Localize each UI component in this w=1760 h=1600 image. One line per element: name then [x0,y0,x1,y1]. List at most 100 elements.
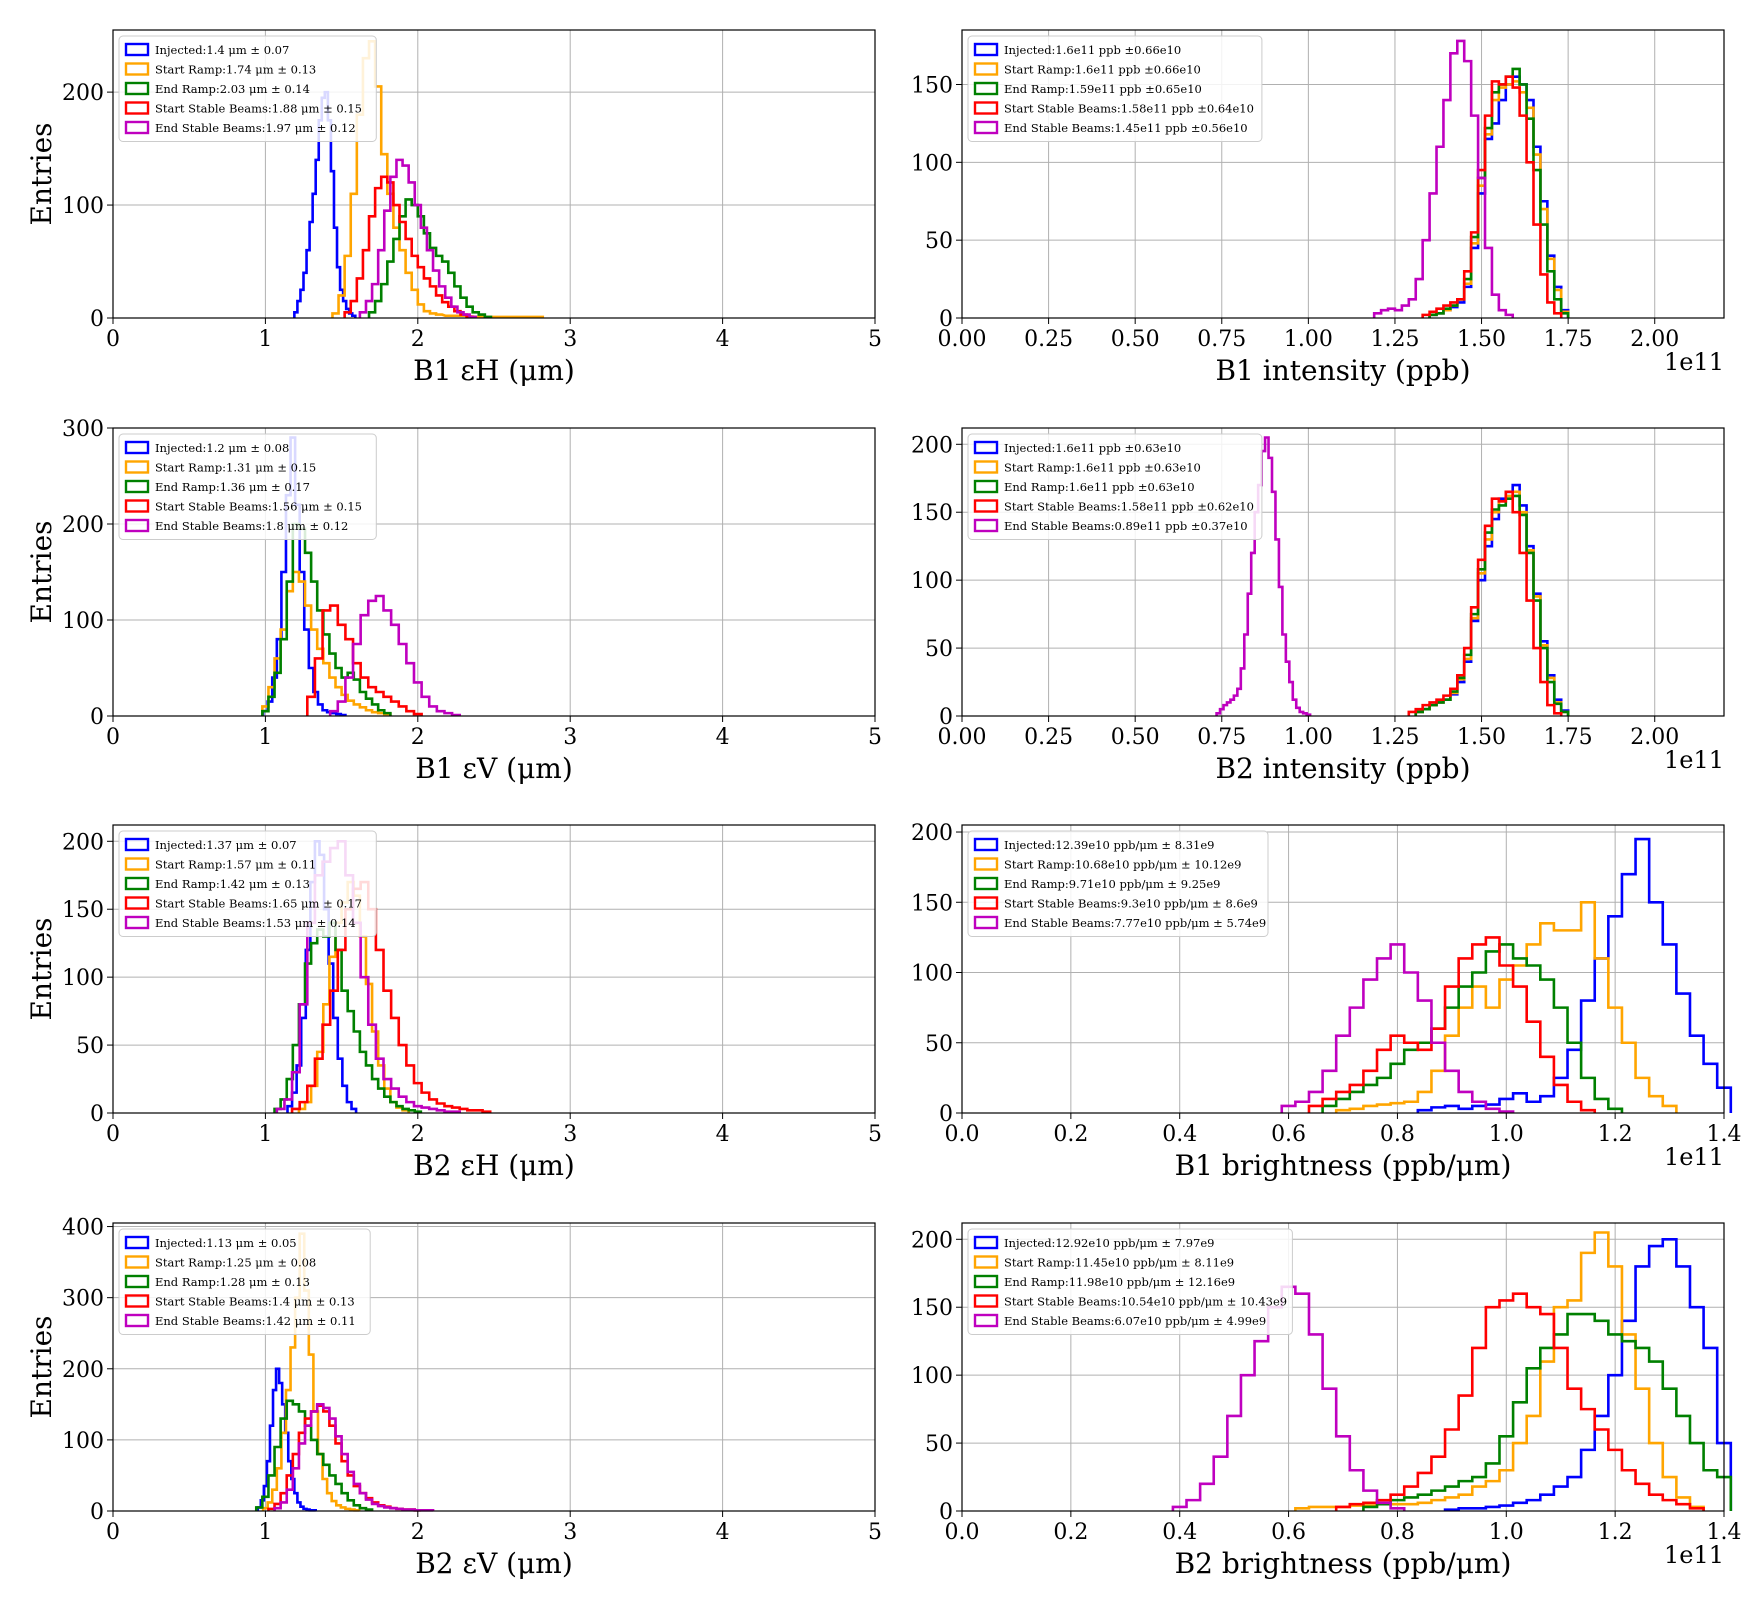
chart-3: 0 1 2 3 4 5 0 100 200 300 B1 εV (μm) Entries Injecte… [25,417,882,785]
x-tick-label: 1.00 [1284,725,1333,750]
series-4-histogram [290,880,492,1113]
series-2-histogram [261,1232,361,1512]
ticks: 0 1 2 3 4 5 0 100 200 300 400 [62,1216,882,1545]
legend-label: End Stable Beams:1.42 μm ± 0.11 [155,1314,356,1328]
chart-7: 0 1 2 3 4 5 0 100 200 300 400 B2 εV (μm) Entries Inje… [25,1216,882,1580]
y-tick-label: 200 [911,433,953,458]
y-tick-label: 150 [911,891,953,916]
y-tick-label: 100 [62,609,104,634]
chart-1: 0 1 2 3 4 5 0 100 200 B1 εH (μm) Entries Injected:1… [25,29,882,387]
x-tick-label: 1.00 [1284,327,1333,352]
x-tick-label: 1.4 [1707,1122,1742,1147]
y-tick-label: 50 [925,1032,953,1057]
axes-frame [112,824,876,1114]
series-5-histogram [1280,943,1515,1113]
legend-label: Injected:12.92e10 ppb/μm ± 7.97e9 [1004,1236,1214,1250]
legend-swatch [124,876,150,891]
x-tick-label: 0.25 [1024,725,1073,750]
x-tick-label: 1 [258,327,272,352]
series-group [1215,436,1570,716]
x-tick-label: 0.6 [1271,1122,1306,1147]
legend-box [118,1228,371,1335]
y-tick-label: 100 [911,962,953,987]
y-tick-label: 150 [911,1296,953,1321]
legend-label: End Stable Beams:0.89e11 ppb ±0.37e10 [1004,519,1248,533]
x-axis-label: B2 intensity (ppb) [1215,752,1470,785]
axes-frame [112,427,876,717]
x-tick-label: 5 [868,1122,882,1147]
y-tick-label: 0 [90,705,104,730]
x-tick-label: 1.0 [1489,1520,1524,1545]
y-axis-label: Entries [25,122,58,225]
legend-swatch [973,837,999,852]
x-tick-label: 0.50 [1111,327,1160,352]
y-tick-label: 200 [62,830,104,855]
legend-swatch [973,460,999,474]
chart-8: 0.0 0.2 0.4 0.6 0.8 1.0 1.2 1.4 0 50 100 150 200 B2 b… [911,1222,1742,1580]
series-2-histogram [1334,900,1678,1113]
legend-box [967,1228,1293,1335]
axes-frame [961,427,1725,717]
y-tick-label: 200 [62,81,104,106]
ticks: 0.0 0.2 0.4 0.6 0.8 1.0 1.2 1.4 0 50 100 150 200 [911,1228,1742,1545]
legend: Injected:1.13 μm ± 0.05 Start Ramp:1.25 μ… [118,1228,371,1335]
y-tick-label: 100 [62,194,104,219]
legend-swatch [124,440,150,455]
x-tick-label: 3 [563,1520,577,1545]
x-offset-text: 1e11 [1664,348,1724,376]
legend-label: End Ramp:1.36 μm ± 0.17 [155,480,310,494]
y-tick-label: 50 [925,637,953,662]
x-tick-label: 1.75 [1544,327,1593,352]
legend: Injected:1.6e11 ppb ±0.66e10 Start Ramp:1… [967,35,1263,142]
x-tick-label: 1.50 [1457,725,1506,750]
x-tick-label: 5 [868,1520,882,1545]
legend-label: Injected:1.6e11 ppb ±0.66e10 [1004,43,1181,57]
legend-swatch [124,1274,150,1289]
series-3-histogram [367,198,493,319]
series-4-histogram [1407,490,1563,716]
x-tick-label: 1.25 [1370,725,1419,750]
legend-label: End Stable Beams:1.53 μm ± 0.14 [155,916,356,930]
x-tick-label: 5 [868,725,882,750]
legend-swatch [124,837,150,852]
series-3-histogram [1362,1312,1733,1511]
axes-frame [961,824,1725,1114]
x-tick-label: 4 [716,1122,730,1147]
series-5-histogram [1215,436,1312,716]
x-tick-label: 0.8 [1380,1122,1415,1147]
series-group [293,39,545,319]
x-tick-label: 0.0 [945,1122,980,1147]
legend-label: Start Ramp:1.74 μm ± 0.13 [155,63,316,77]
ticks: 0.00 0.25 0.50 0.75 1.00 1.25 1.50 1.75 2.00 0 50 1… [911,433,1679,750]
x-tick-label: 0.2 [1053,1520,1088,1545]
series-5-histogram [273,1403,435,1512]
x-tick-label: 1.50 [1457,327,1506,352]
x-tick-label: 1 [258,725,272,750]
y-tick-label: 200 [911,1228,953,1253]
ticks: 0 1 2 3 4 5 0 100 200 [62,81,882,352]
legend-swatch [973,896,999,910]
legend-swatch [124,1235,150,1250]
legend-swatch [124,915,150,930]
x-axis-label: B2 εH (μm) [413,1149,575,1182]
x-offset-text: 1e11 [1664,746,1724,774]
legend-label: End Ramp:2.03 μm ± 0.14 [155,82,310,96]
legend-swatch [973,915,999,930]
legend-label: Start Ramp:11.45e10 ppb/μm ± 8.11e9 [1004,1256,1234,1270]
y-tick-label: 0 [90,1102,104,1127]
legend-swatch [124,857,150,871]
legend-swatch [973,1255,999,1269]
legend-swatch [124,499,150,513]
y-tick-label: 100 [911,1364,953,1389]
x-tick-label: 1.2 [1598,1122,1633,1147]
legend-swatch [973,1313,999,1328]
series-5-histogram [275,840,462,1113]
legend-swatch [124,1255,150,1269]
x-tick-label: 1.2 [1598,1520,1633,1545]
legend-box [967,830,1269,937]
x-tick-label: 0.8 [1380,1520,1415,1545]
legend-box [118,830,377,937]
y-tick-label: 400 [62,1216,104,1241]
x-tick-label: 1.4 [1707,1520,1742,1545]
x-axis-label: B1 intensity (ppb) [1215,354,1470,387]
